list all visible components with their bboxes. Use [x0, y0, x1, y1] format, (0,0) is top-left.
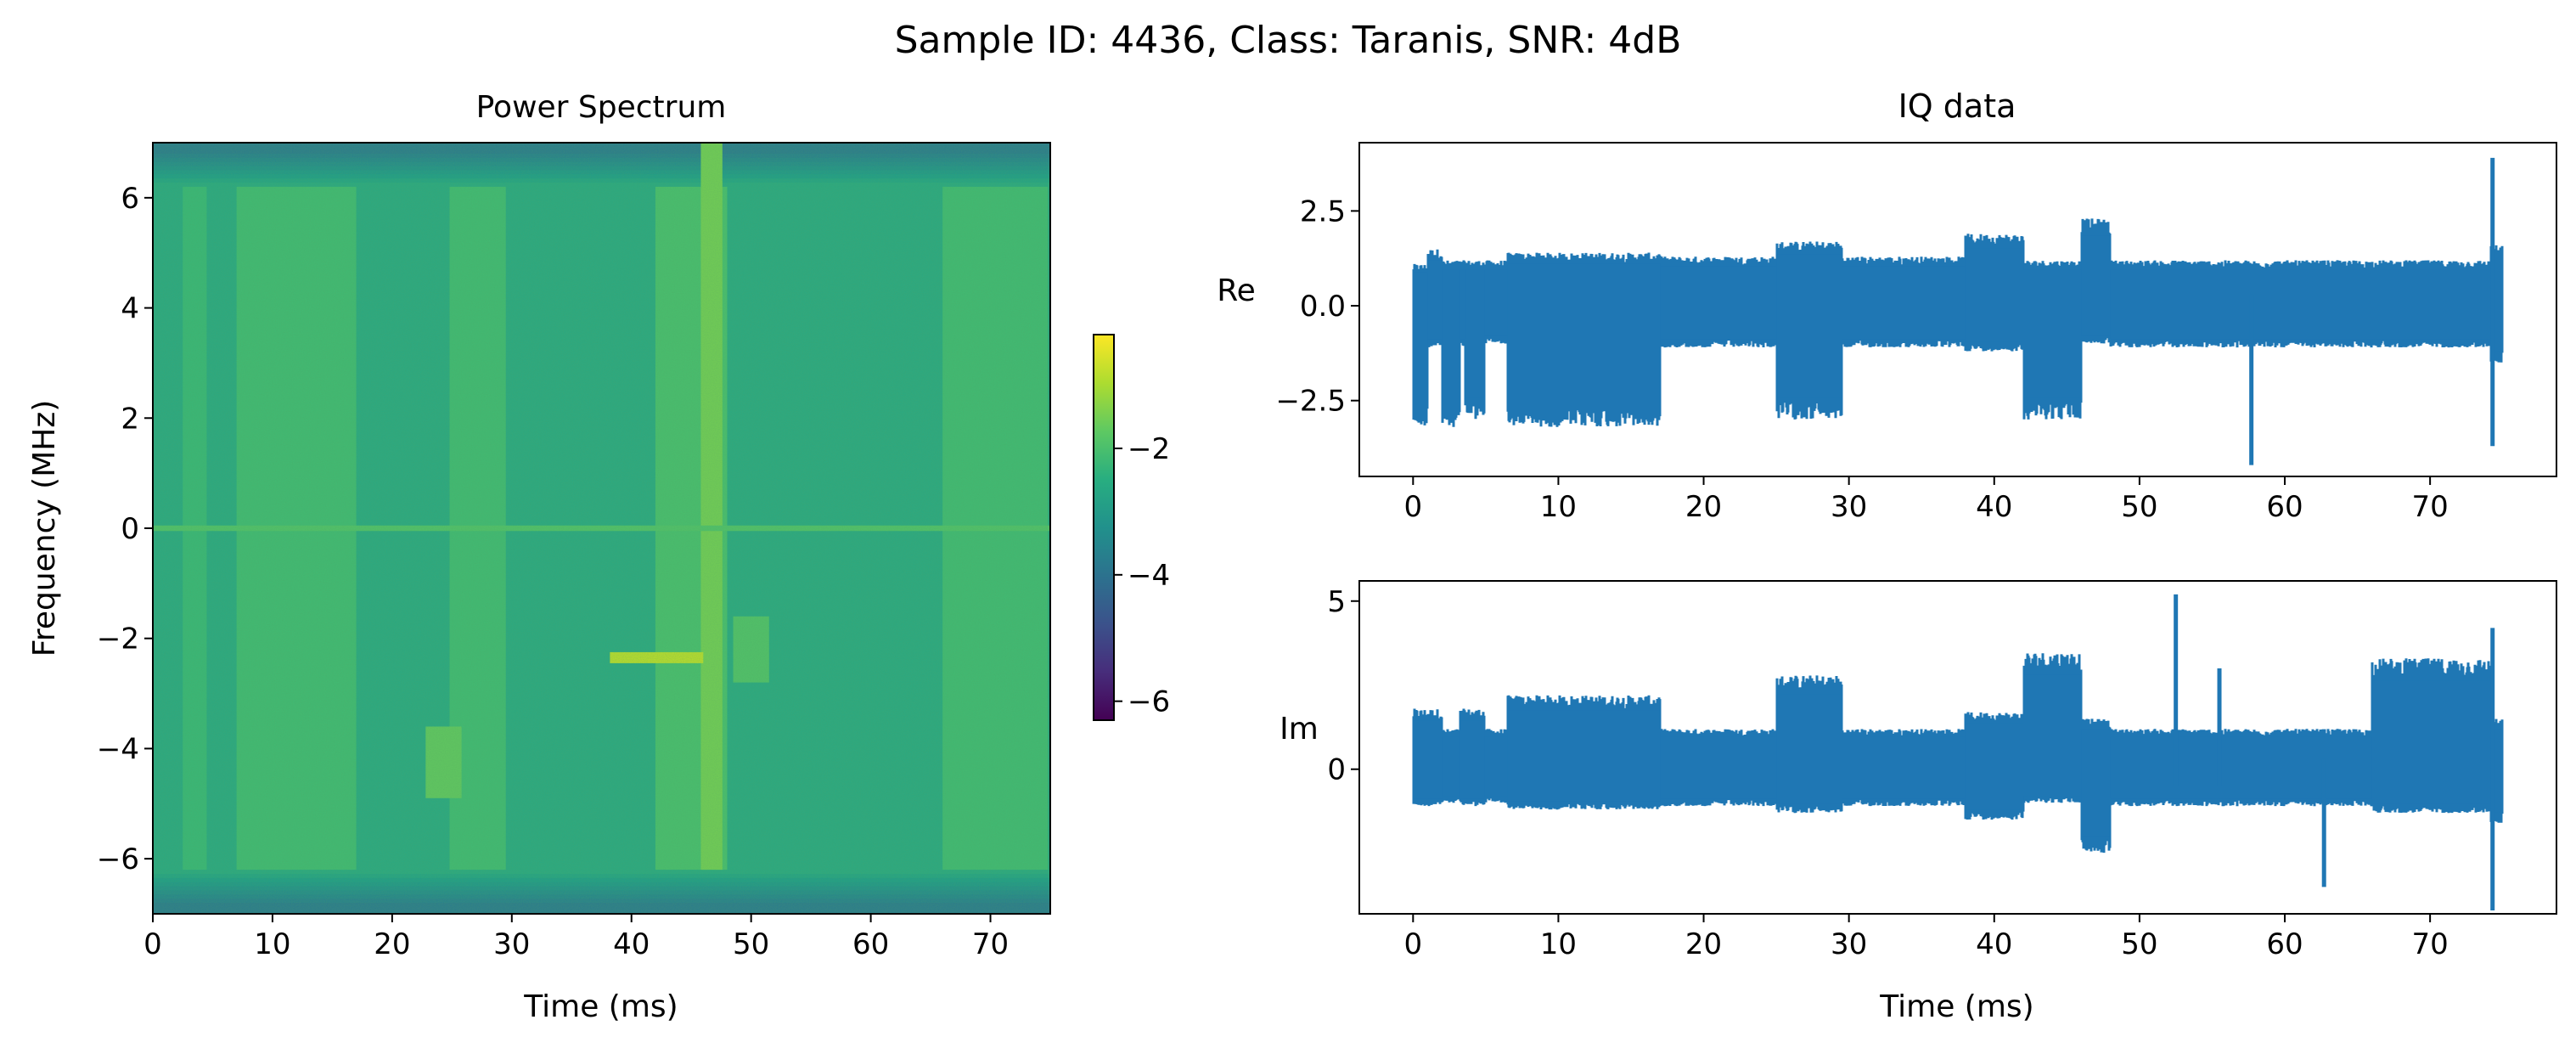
- y-tick-label: 6: [121, 182, 139, 216]
- x-tick-label: 70: [2411, 927, 2448, 961]
- x-tick-label: 60: [2266, 927, 2303, 961]
- x-tick-label: 70: [972, 927, 1009, 961]
- spectrogram-y-label: Frequency (MHz): [27, 400, 62, 657]
- x-tick-label: 20: [374, 927, 410, 961]
- iq-segment: [1427, 260, 1443, 340]
- iq-segment: [1413, 720, 1443, 799]
- iq-segment: [1842, 736, 1966, 799]
- re-y-ticks: −2.5 0.0 2.5: [1275, 194, 1359, 419]
- x-tick-label: 50: [733, 927, 769, 961]
- x-tick-label: 20: [1685, 490, 1722, 524]
- iq-segment: [2110, 269, 2491, 340]
- iq-segment: [1776, 254, 1842, 397]
- im-x-ticks: 0 10 20 30 40 50 60 70: [1403, 914, 2449, 961]
- iq-segment: [1465, 269, 1485, 397]
- im-y-label: Im: [1280, 712, 1319, 747]
- x-tick-label: 50: [2121, 490, 2157, 524]
- y-tick-label: 2.5: [1300, 194, 1346, 228]
- colorbar-tick-label: −6: [1128, 685, 1170, 719]
- figure-suptitle: Sample ID: 4436, Class: Taranis, SNR: 4d…: [895, 19, 1682, 62]
- y-tick-label: 2: [121, 402, 139, 436]
- iq-segment: [1460, 269, 1465, 340]
- iq-title: IQ data: [1898, 87, 2016, 125]
- iq-segment: [1460, 720, 1485, 799]
- iq-segment: [1484, 269, 1508, 336]
- x-tick-label: 10: [254, 927, 290, 961]
- x-tick-label: 10: [1540, 927, 1577, 961]
- im-frame: [1358, 580, 2557, 915]
- iq-im-panel: 0 10 20 30 40 50 60 70 05 Im Time (ms): [1280, 580, 2557, 1024]
- x-tick-label: 30: [1831, 490, 1867, 524]
- x-tick-label: 60: [2266, 490, 2303, 524]
- iq-segment: [2081, 235, 2111, 336]
- y-tick-label: 5: [1327, 585, 1346, 619]
- x-tick-label: 0: [143, 927, 162, 961]
- x-tick-label: 40: [1976, 927, 2012, 961]
- y-tick-label: 0.0: [1300, 290, 1346, 324]
- colorbar: −6 −4 −2: [1093, 334, 1170, 721]
- x-tick-label: 40: [613, 927, 650, 961]
- iq-segment: [1507, 710, 1661, 802]
- iq-segment: [2371, 680, 2491, 804]
- x-tick-label: 30: [1831, 927, 1867, 961]
- x-tick-label: 70: [2411, 490, 2448, 524]
- y-tick-label: 0: [1327, 753, 1346, 787]
- iq-segment: [1842, 266, 1966, 340]
- iq-segment: [1507, 263, 1661, 403]
- iq-segment: [2023, 674, 2082, 797]
- y-tick-label: 0: [121, 512, 139, 546]
- iq-segment: [1660, 266, 1777, 340]
- spectrogram-panel: Power Spectrum 0 10 20 30 40 50 60 70 −6 −4 −2 0 2 4…: [27, 90, 1051, 1024]
- iq-segment: [1484, 736, 1508, 797]
- x-tick-label: 0: [1403, 927, 1422, 961]
- iq-segment: [1442, 736, 1460, 797]
- colorbar-tick-label: −2: [1128, 432, 1170, 466]
- x-tick-label: 40: [1976, 490, 2012, 524]
- im-y-ticks: 05: [1327, 585, 1359, 787]
- iq-segment: [1965, 723, 2024, 810]
- spectrogram-y-ticks: −6 −4 −2 0 2 4 6: [97, 182, 153, 876]
- colorbar-ticks: −6 −4 −2: [1114, 432, 1170, 719]
- x-tick-label: 50: [2121, 927, 2157, 961]
- spectrogram-noise-overlay: [153, 143, 1050, 914]
- spectrogram-x-label: Time (ms): [523, 989, 678, 1024]
- x-tick-label: 60: [852, 927, 889, 961]
- iq-segment: [1442, 269, 1460, 403]
- iq-segment: [2081, 729, 2111, 837]
- y-tick-label: −2.5: [1275, 385, 1346, 419]
- iq-segment: [1965, 248, 2024, 342]
- y-tick-label: −2: [97, 623, 139, 656]
- x-tick-label: 10: [1540, 490, 1577, 524]
- x-tick-label: 30: [493, 927, 530, 961]
- iq-segment: [1660, 736, 1777, 799]
- iq-segment: [2110, 736, 2372, 799]
- y-tick-label: −4: [97, 732, 139, 766]
- colorbar-gradient: [1093, 334, 1115, 721]
- x-tick-label: 0: [1403, 490, 1422, 524]
- iq-segment: [2023, 269, 2082, 397]
- re-x-ticks: 0 10 20 30 40 50 60 70: [1403, 476, 2449, 524]
- iq-re-panel: 0 10 20 30 40 50 60 70 −2.5 0.0 2.5 Re: [1217, 142, 2557, 524]
- spectrogram-x-ticks: 0 10 20 30 40 50 60 70: [143, 914, 1009, 961]
- re-signal: [1412, 157, 2504, 465]
- x-tick-label: 20: [1685, 927, 1722, 961]
- re-frame: [1358, 142, 2557, 477]
- y-tick-label: 4: [121, 292, 139, 326]
- iq-segment: [1776, 694, 1842, 804]
- iq-segment: [1413, 272, 1428, 403]
- spectrogram-title: Power Spectrum: [476, 90, 727, 125]
- iq-x-label: Time (ms): [1879, 989, 2033, 1024]
- colorbar-tick-label: −4: [1128, 559, 1170, 593]
- re-y-label: Re: [1217, 273, 1256, 308]
- im-signal: [1412, 594, 2504, 911]
- y-tick-label: −6: [97, 842, 139, 876]
